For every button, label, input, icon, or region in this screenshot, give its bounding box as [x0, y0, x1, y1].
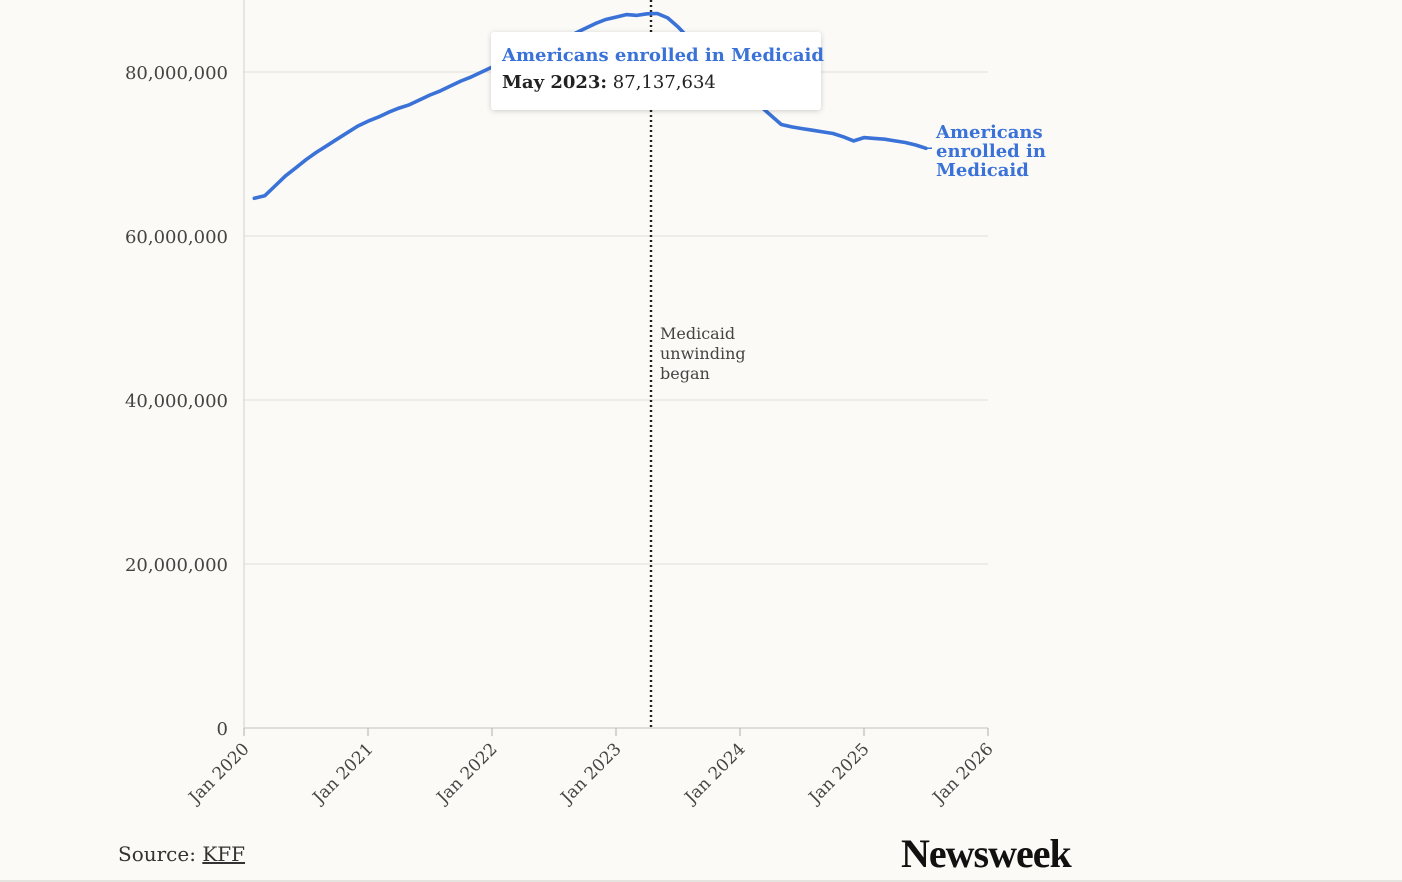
data-tooltip: Americans enrolled in Medicaid May 2023:…	[491, 32, 824, 110]
x-tick-label: Jan 2024	[680, 739, 750, 809]
newsweek-logo[interactable]: Newsweek	[901, 831, 1072, 876]
series-end-label: enrolled in	[936, 141, 1046, 162]
unwinding-annotation-text: began	[660, 364, 710, 383]
enrollment-line	[252, 11, 928, 201]
tooltip-date: May 2023:	[502, 72, 608, 93]
series-layer	[252, 11, 928, 201]
x-tick-label: Jan 2026	[928, 739, 998, 809]
y-tick-label: 0	[217, 719, 228, 740]
x-tick-label: Jan 2025	[804, 739, 874, 809]
x-tick-label: Jan 2022	[432, 739, 502, 809]
axes: 0 20,000,000 40,000,000 60,000,000 80,000,00…	[125, 0, 998, 809]
tooltip-title: Americans enrolled in Medicaid	[502, 45, 824, 66]
source-credit: Source: KFF	[118, 842, 245, 866]
series-end-label: Americans	[935, 122, 1043, 143]
bottom-divider	[0, 880, 1402, 882]
source-link[interactable]: KFF	[202, 842, 246, 866]
tooltip-value: 87,137,634	[612, 72, 716, 93]
source-prefix: Source:	[118, 842, 196, 866]
unwinding-annotation-text: Medicaid	[660, 324, 735, 343]
tooltip-value-line: May 2023: 87,137,634	[502, 68, 810, 98]
x-tick-label: Jan 2023	[556, 739, 626, 809]
y-tick-label: 80,000,000	[125, 63, 228, 84]
series-end-label: Medicaid	[936, 160, 1029, 181]
y-tick-label: 20,000,000	[125, 555, 228, 576]
unwinding-annotation-text: unwinding	[660, 344, 746, 363]
x-tick-label: Jan 2021	[308, 739, 378, 809]
y-tick-label: 60,000,000	[125, 227, 228, 248]
grid-lines	[244, 71, 988, 565]
y-tick-label: 40,000,000	[125, 391, 228, 412]
x-tick-label: Jan 2020	[184, 739, 254, 809]
